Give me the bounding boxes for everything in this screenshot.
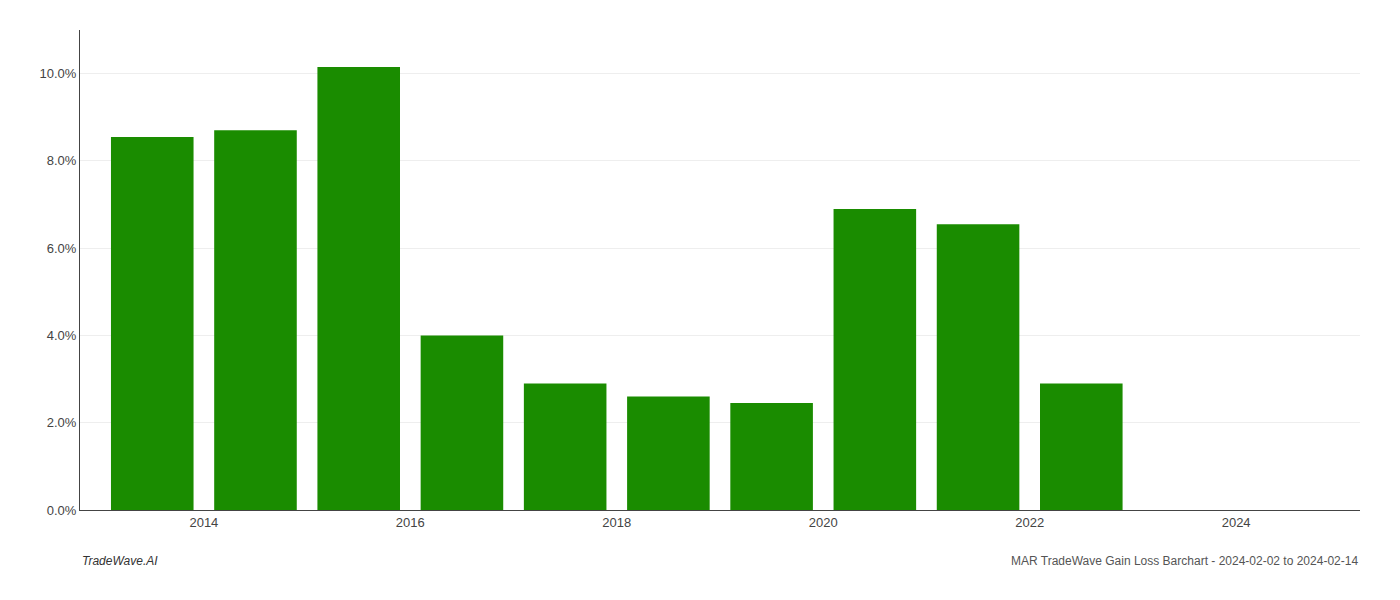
svg-text:MAR TradeWave Gain Loss Barcha: MAR TradeWave Gain Loss Barchart - 2024-…: [1011, 554, 1358, 568]
svg-text:TradeWave.AI: TradeWave.AI: [82, 554, 158, 568]
svg-text:2016: 2016: [396, 515, 425, 530]
svg-text:2022: 2022: [1015, 515, 1044, 530]
svg-text:4.0%: 4.0%: [47, 328, 77, 343]
svg-text:2024: 2024: [1222, 515, 1251, 530]
svg-text:10.0%: 10.0%: [40, 66, 77, 81]
svg-text:0.0%: 0.0%: [47, 503, 77, 518]
svg-text:8.0%: 8.0%: [47, 153, 77, 168]
svg-text:2018: 2018: [602, 515, 631, 530]
svg-text:6.0%: 6.0%: [47, 241, 77, 256]
svg-text:2020: 2020: [809, 515, 838, 530]
svg-text:2014: 2014: [189, 515, 218, 530]
svg-text:2.0%: 2.0%: [47, 415, 77, 430]
